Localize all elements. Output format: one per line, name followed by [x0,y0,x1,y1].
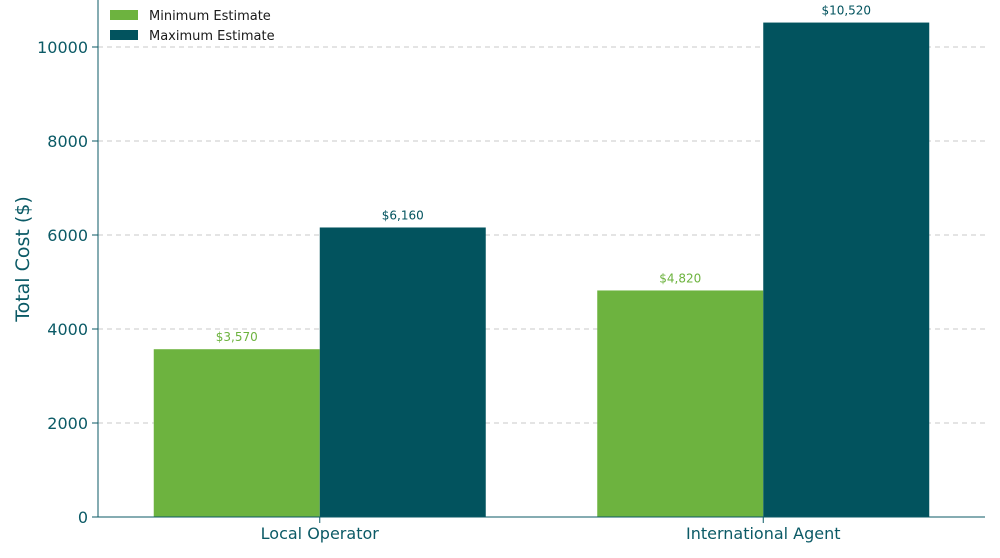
data-label: $10,520 [821,4,871,18]
legend-label: Minimum Estimate [149,9,271,24]
x-tick-label: Local Operator [261,524,380,543]
legend-swatch [110,30,138,40]
y-tick-label: 4000 [47,320,88,339]
bars-group [153,22,930,518]
data-label: $6,160 [382,208,424,222]
bar-maximum-estimate [319,227,486,518]
y-tick-label: 0 [78,508,88,527]
y-tick-label: 8000 [47,132,88,151]
y-tick-label: 6000 [47,226,88,245]
legend: Minimum Estimate Maximum Estimate [110,9,275,44]
legend-label: Maximum Estimate [149,29,275,44]
bar-maximum-estimate [763,22,930,518]
bar-minimum-estimate [153,349,320,517]
data-labels-group: $3,570 $6,160 $4,820 $10,520 [216,4,871,345]
axes-group: 0 2000 4000 6000 8000 10000 Local Operator Inte… [37,0,985,543]
legend-swatch [110,10,138,20]
data-label: $3,570 [216,330,258,344]
y-axis-title: Total Cost ($) [12,196,34,323]
data-label: $4,820 [659,271,701,285]
y-tick-label: 10000 [37,38,88,57]
x-tick-label: International Agent [686,524,841,543]
bar-minimum-estimate [597,290,764,517]
y-tick-label: 2000 [47,414,88,433]
